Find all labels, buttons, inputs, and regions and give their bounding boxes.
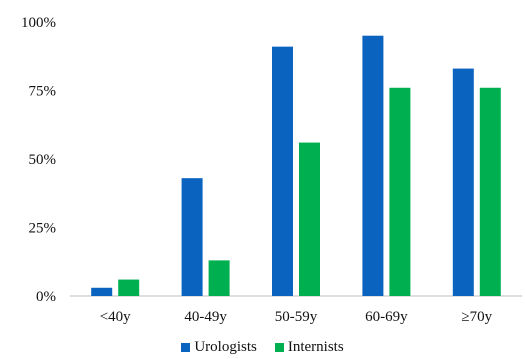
bars — [91, 35, 501, 296]
legend-label-urologists: Urologists — [194, 338, 257, 355]
bar-internists-4 — [479, 87, 501, 296]
x-tick-label: ≥70y — [461, 309, 492, 325]
legend: Urologists Internists — [0, 337, 525, 357]
legend-item-urologists: Urologists — [181, 339, 257, 356]
bar-internists-3 — [389, 87, 411, 296]
legend-label-internists: Internists — [287, 338, 344, 355]
legend-item-internists: Internists — [274, 338, 344, 356]
x-tick-label: 50-59y — [275, 309, 318, 325]
y-tick-label: 25% — [29, 221, 57, 237]
y-tick-label: 75% — [29, 84, 57, 100]
y-tick-label: 0% — [36, 289, 56, 305]
y-axis-ticks: 0% 25% 50% 75% 100% — [21, 15, 56, 305]
bar-internists-2 — [299, 142, 320, 296]
bar-urologists-3 — [362, 35, 384, 296]
y-tick-label: 50% — [29, 152, 57, 168]
x-tick-label: <40y — [100, 309, 131, 325]
legend-swatch-urologists — [181, 342, 191, 352]
bar-internists-0 — [118, 279, 140, 296]
legend-swatch-internists — [274, 342, 284, 352]
bar-urologists-2 — [272, 46, 293, 296]
y-tick-label: 100% — [21, 15, 56, 31]
bar-urologists-0 — [91, 287, 113, 296]
x-tick-label: 40-49y — [184, 309, 227, 325]
bar-urologists-4 — [452, 68, 474, 296]
bar-urologists-1 — [181, 178, 203, 296]
x-tick-label: 60-69y — [365, 309, 408, 325]
x-axis-ticks: <40y 40-49y 50-59y 60-69y ≥70y — [100, 309, 493, 325]
bar-internists-1 — [208, 260, 230, 296]
